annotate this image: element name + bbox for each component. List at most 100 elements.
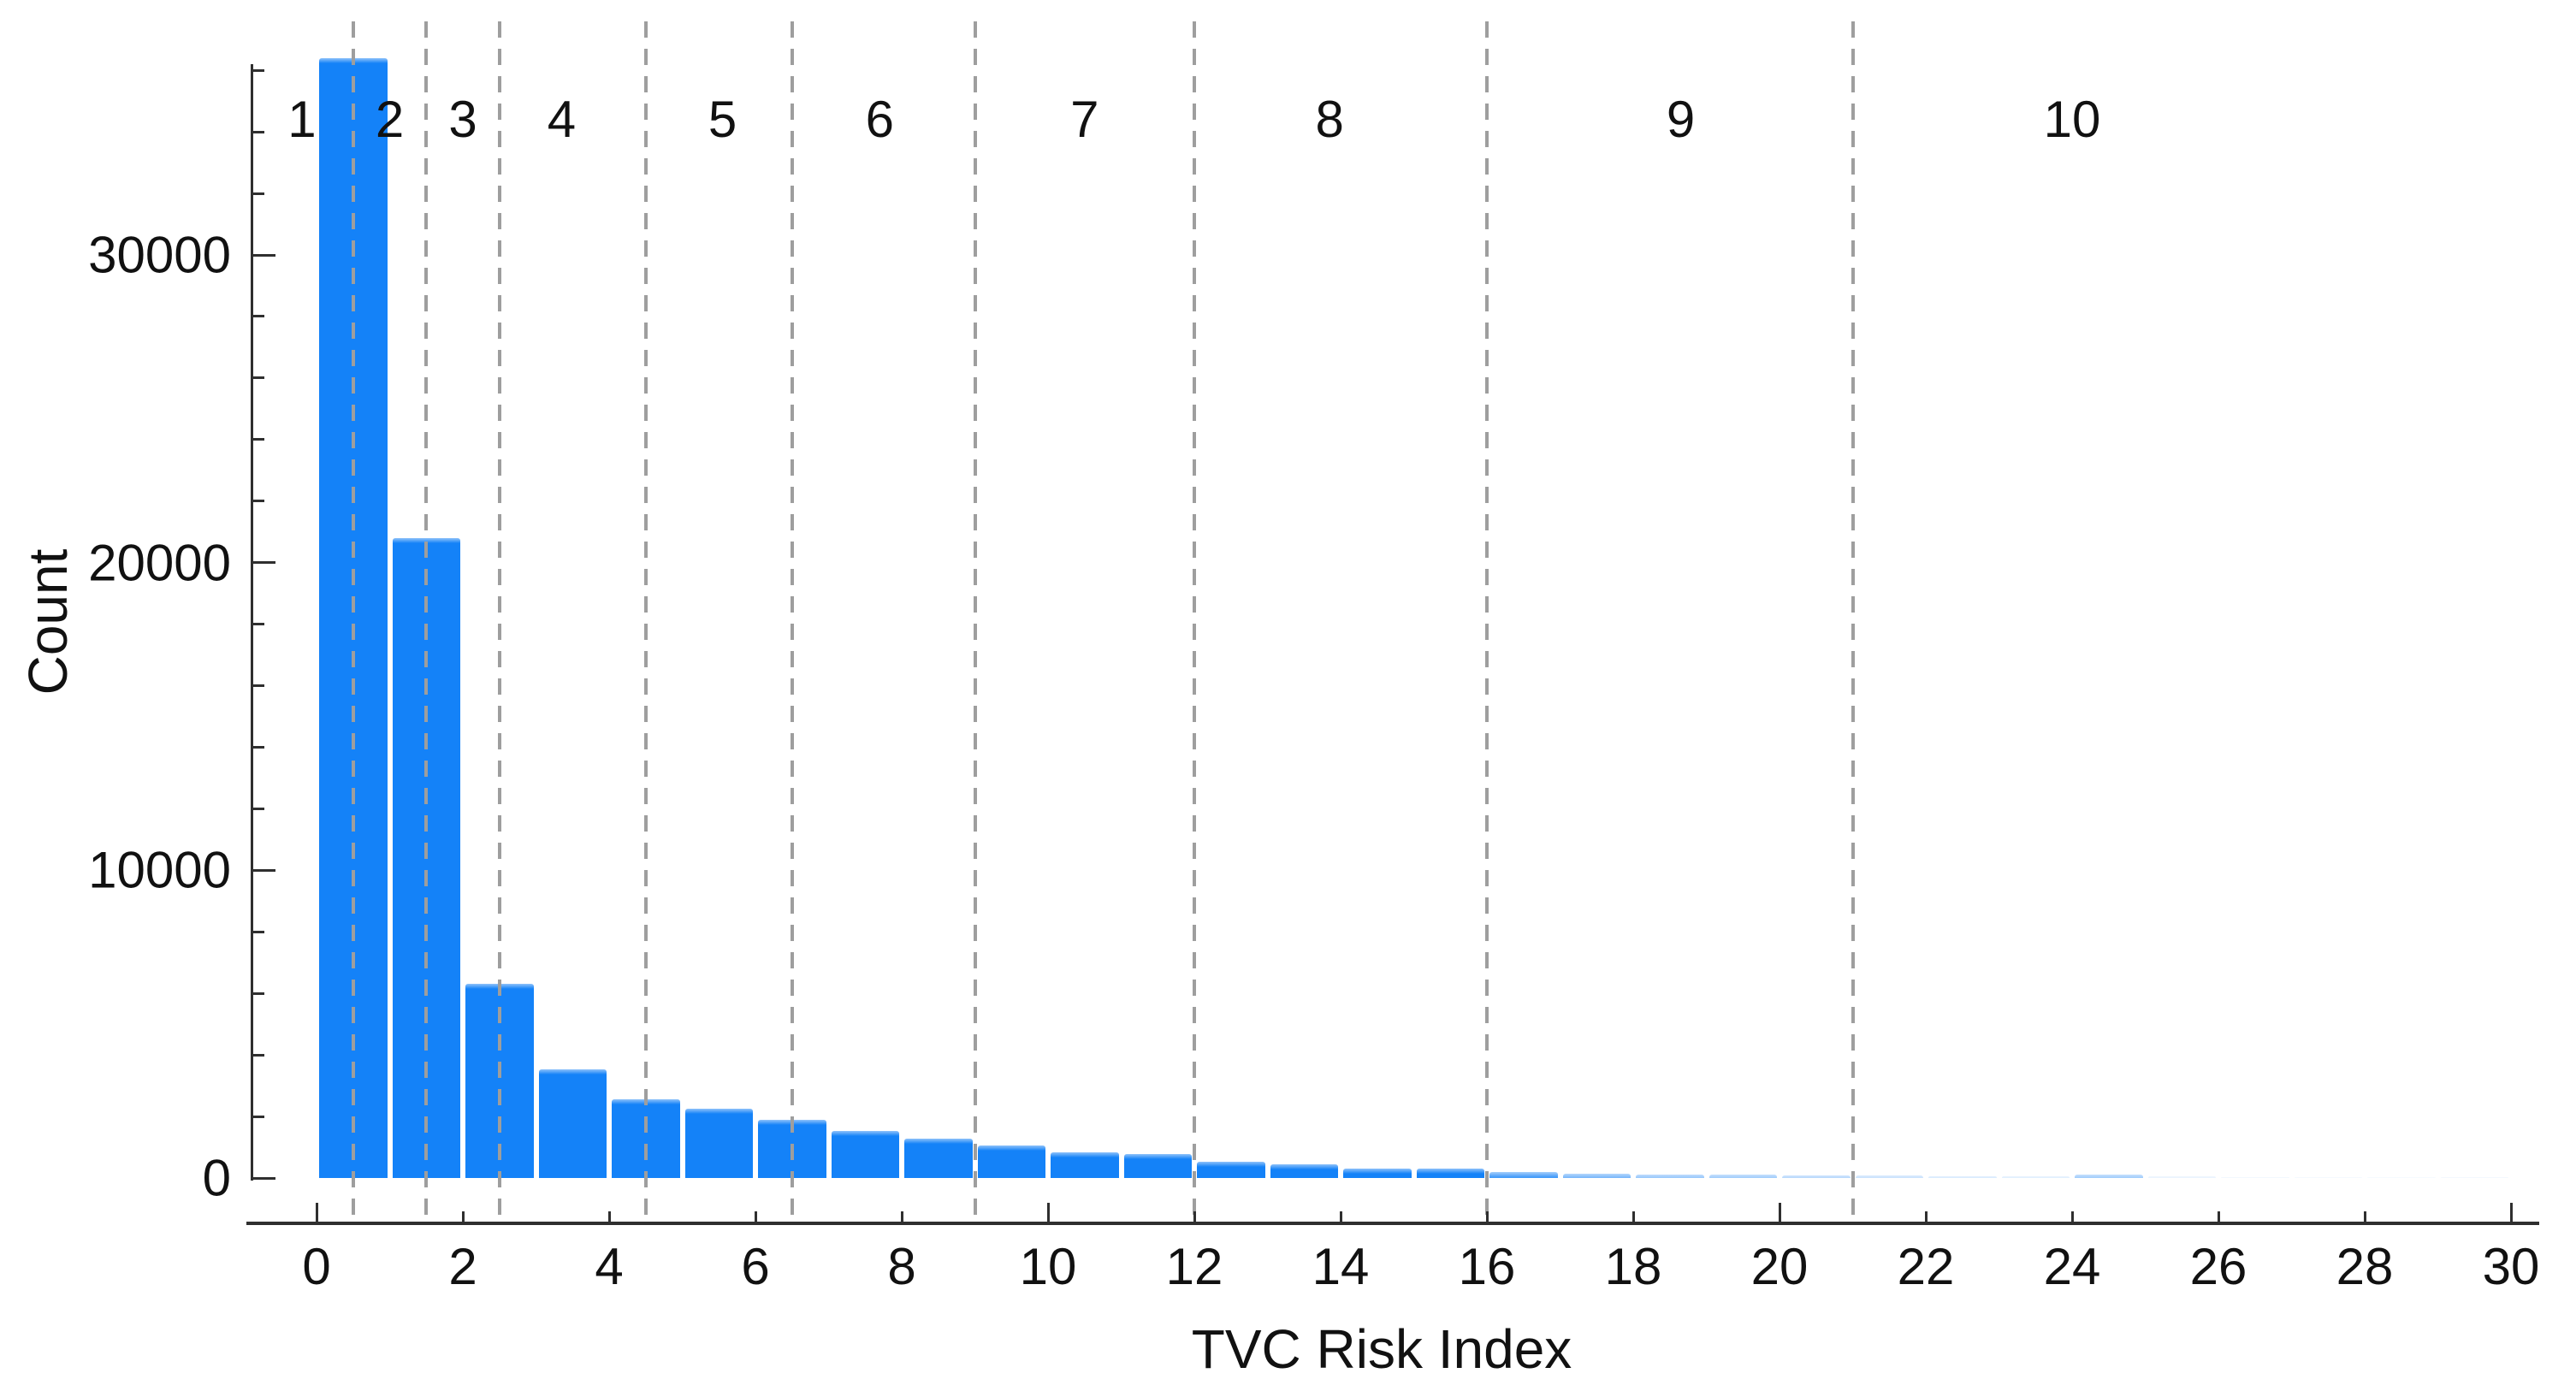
histogram-bar xyxy=(1562,1173,1631,1178)
y-minor-tick xyxy=(253,1053,264,1057)
histogram-bar xyxy=(2001,1176,2070,1178)
x-tick-label: 8 xyxy=(887,1238,916,1295)
x-minor-tick xyxy=(1924,1211,1928,1222)
histogram-bar xyxy=(1343,1168,1412,1178)
x-tick-label: 6 xyxy=(741,1238,770,1295)
decile-boundary-line xyxy=(790,21,794,1222)
y-minor-tick xyxy=(253,623,264,626)
x-minor-tick xyxy=(607,1211,611,1222)
x-tick-label: 2 xyxy=(448,1238,477,1295)
histogram-bar xyxy=(1782,1175,1851,1178)
x-tick-label: 24 xyxy=(2043,1238,2101,1295)
y-minor-tick xyxy=(253,192,264,195)
decile-region-label: 6 xyxy=(865,91,895,148)
y-major-tick xyxy=(253,868,275,872)
y-axis-title: Count xyxy=(17,548,79,696)
decile-boundary-line xyxy=(1193,21,1196,1222)
x-minor-tick xyxy=(2070,1211,2074,1222)
x-tick-label: 26 xyxy=(2189,1238,2247,1295)
x-tick-label: 14 xyxy=(1312,1238,1370,1295)
histogram-bar xyxy=(831,1130,899,1178)
y-minor-tick xyxy=(253,684,264,688)
y-minor-tick xyxy=(253,930,264,933)
x-axis-spine xyxy=(246,1222,2539,1225)
decile-region-label: 9 xyxy=(1666,91,1696,148)
x-minor-tick xyxy=(900,1211,903,1222)
y-minor-tick xyxy=(253,438,264,441)
x-tick-label: 12 xyxy=(1165,1238,1223,1295)
histogram-bar xyxy=(1928,1175,1997,1178)
x-minor-tick xyxy=(1339,1211,1342,1222)
histogram-bar xyxy=(977,1145,1045,1178)
x-minor-tick xyxy=(2217,1211,2220,1222)
x-tick-label: 18 xyxy=(1604,1238,1662,1295)
x-tick-label: 10 xyxy=(1019,1238,1077,1295)
histogram-bar xyxy=(2367,1176,2436,1178)
histogram-bar xyxy=(1123,1154,1192,1178)
histogram-bar xyxy=(1051,1152,1119,1178)
y-minor-tick xyxy=(253,807,264,810)
decile-region-label: 3 xyxy=(448,91,477,148)
x-major-tick xyxy=(2509,1203,2513,1222)
decile-region-label: 5 xyxy=(708,91,737,148)
x-tick-label: 22 xyxy=(1897,1238,1955,1295)
x-major-tick xyxy=(1046,1203,1050,1222)
histogram-bar xyxy=(2147,1176,2216,1178)
histogram-bar xyxy=(1197,1161,1265,1178)
x-minor-tick xyxy=(1485,1211,1489,1222)
x-tick-label: 30 xyxy=(2482,1238,2540,1295)
decile-region-label: 2 xyxy=(375,91,405,148)
x-tick-label: 0 xyxy=(302,1238,331,1295)
y-major-tick xyxy=(253,1176,275,1180)
x-tick-label: 28 xyxy=(2336,1238,2394,1295)
decile-region-label: 10 xyxy=(2043,91,2101,148)
decile-boundary-line xyxy=(351,21,355,1222)
y-tick-label: 30000 xyxy=(88,226,231,284)
decile-boundary-line xyxy=(643,21,648,1222)
y-minor-tick xyxy=(253,992,264,995)
x-minor-tick xyxy=(754,1211,757,1222)
x-major-tick xyxy=(1778,1203,1781,1222)
x-axis-title: TVC Risk Index xyxy=(1191,1318,1572,1380)
y-tick-label: 20000 xyxy=(88,534,231,592)
y-minor-tick xyxy=(253,745,264,749)
y-major-tick xyxy=(253,561,275,565)
y-minor-tick xyxy=(253,1115,264,1118)
x-minor-tick xyxy=(1193,1211,1196,1222)
histogram-bar xyxy=(1489,1171,1558,1178)
y-axis-spine xyxy=(251,64,253,1181)
y-tick-label: 10000 xyxy=(88,841,231,899)
y-minor-tick xyxy=(253,130,264,133)
decile-region-label: 4 xyxy=(547,91,577,148)
histogram-bar xyxy=(1636,1175,1704,1178)
x-tick-label: 20 xyxy=(1750,1238,1809,1295)
y-major-tick xyxy=(253,253,275,257)
x-tick-label: 4 xyxy=(595,1238,624,1295)
y-tick-label: 0 xyxy=(202,1149,231,1207)
histogram-bar xyxy=(1416,1169,1484,1178)
histogram-bar xyxy=(1855,1175,1923,1178)
histogram-bar xyxy=(2075,1175,2143,1178)
x-tick-label: 16 xyxy=(1458,1238,1516,1295)
y-minor-tick xyxy=(253,315,264,318)
histogram-bar xyxy=(538,1069,607,1178)
decile-region-label: 1 xyxy=(287,91,317,148)
decile-boundary-line xyxy=(497,21,501,1222)
histogram-bar xyxy=(2440,1176,2508,1178)
histogram-bar xyxy=(2221,1176,2289,1178)
decile-boundary-line xyxy=(424,21,429,1222)
x-minor-tick xyxy=(1631,1211,1635,1222)
x-minor-tick xyxy=(461,1211,465,1222)
decile-region-label: 7 xyxy=(1070,91,1099,148)
y-minor-tick xyxy=(253,68,264,72)
histogram-bar xyxy=(684,1109,753,1178)
x-minor-tick xyxy=(2363,1211,2366,1222)
decile-boundary-line xyxy=(1485,21,1489,1222)
histogram-bar xyxy=(2294,1176,2362,1178)
decile-boundary-line xyxy=(973,21,977,1222)
histogram-bar xyxy=(904,1138,973,1178)
